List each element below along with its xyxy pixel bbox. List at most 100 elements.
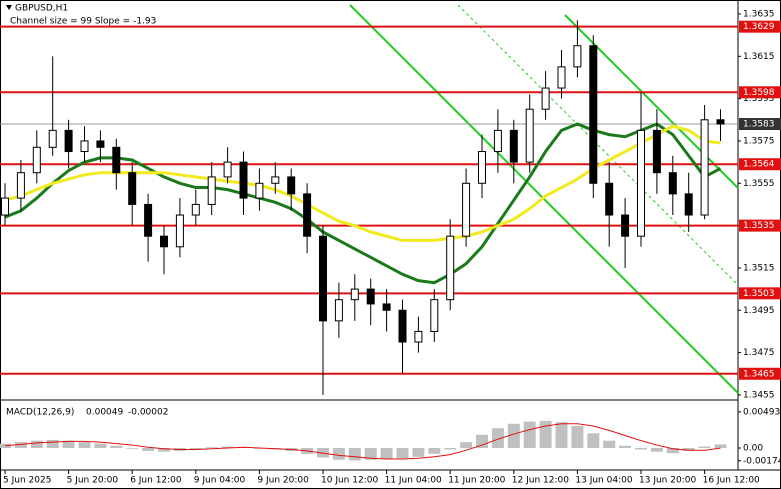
macd-bar: [332, 448, 345, 460]
y-tick-label: 1.3455: [743, 390, 775, 400]
macd-bar: [587, 433, 600, 448]
candle-body: [223, 161, 232, 178]
macd-bar: [555, 422, 568, 448]
y-tick-label: 0.00: [743, 444, 763, 454]
macd-bar: [94, 443, 107, 448]
level-label: 1.3598: [743, 88, 775, 98]
candle-body: [287, 176, 296, 195]
x-tick-label: 6 Jun 12:00: [130, 476, 182, 486]
x-tick-label: 5 Jun 20:00: [67, 476, 119, 486]
candle-body: [493, 129, 502, 153]
last-price-label: 1.3583: [743, 120, 775, 130]
candle-body: [112, 146, 121, 174]
macd-bar: [507, 423, 520, 448]
macd-bar: [428, 448, 441, 454]
candle-body: [557, 66, 566, 89]
candle-body: [64, 129, 73, 153]
candle-body: [605, 182, 614, 216]
x-tick-label: 13 Jun 04:00: [575, 476, 632, 486]
candle-body: [446, 235, 455, 301]
x-tick-label: 11 Jun 04:00: [385, 476, 442, 486]
y-tick-label: 1.3555: [743, 179, 775, 189]
candle-body: [191, 203, 200, 216]
macd-bar: [412, 448, 425, 457]
candle-body: [509, 129, 518, 163]
candle-body: [319, 235, 327, 322]
macd-bar: [460, 442, 473, 448]
x-tick-label: 16 Jun 12:00: [703, 476, 760, 486]
macd-bar: [364, 448, 377, 460]
macd-bar: [523, 421, 536, 448]
candle-body: [160, 235, 168, 248]
macd-bar: [78, 442, 91, 448]
level-tag: [739, 20, 781, 33]
candle-body: [716, 119, 725, 125]
macd-bar: [682, 448, 695, 451]
candle-body: [525, 108, 534, 163]
y-tick-label: 1.3635: [743, 9, 775, 19]
candle-body: [621, 214, 630, 237]
symbol-icon: [6, 5, 12, 10]
x-tick-label: 10 Jun 12:00: [321, 476, 378, 486]
candle-body: [128, 172, 137, 205]
x-tick-label: 13 Jun 20:00: [639, 476, 696, 486]
macd-bar: [142, 448, 155, 451]
candle-body: [414, 330, 423, 343]
candle-body: [589, 45, 598, 184]
level-label: 1.3629: [743, 22, 775, 32]
level-tag: [739, 287, 781, 300]
candle-body: [684, 193, 693, 216]
candle-body: [398, 309, 407, 343]
candle-body: [271, 176, 280, 184]
candle-body: [652, 129, 661, 174]
y-tick-label: 1.3575: [743, 136, 775, 146]
candle-body: [573, 45, 582, 68]
candle-body: [668, 172, 677, 195]
macd-bar: [603, 440, 616, 448]
level-label: 1.3503: [743, 289, 775, 299]
candle-body: [541, 87, 550, 110]
channel-line: [564, 14, 739, 189]
macd-bar: [619, 445, 632, 448]
macd-signal-value: -0.00002: [128, 408, 168, 418]
macd-bar: [126, 448, 139, 449]
macd-bar: [205, 447, 218, 448]
x-tick-label: 5 Jun 2025: [3, 476, 51, 486]
x-tick-label: 9 Jun 20:00: [257, 476, 309, 486]
x-tick-label: 11 Jun 20:00: [448, 476, 505, 486]
y-tick-label: 1.3515: [743, 263, 775, 273]
macd-bar: [539, 420, 552, 448]
candle-body: [255, 182, 264, 199]
macd-value: 0.00049: [86, 408, 123, 418]
macd-title: MACD(12,26,9): [6, 408, 74, 418]
candle-body: [334, 299, 343, 322]
candle-body: [16, 172, 25, 199]
macd-bar: [571, 426, 584, 448]
macd-bar: [476, 434, 488, 448]
candle-body: [303, 193, 312, 237]
candle-body: [350, 288, 359, 301]
x-tick-label: 9 Jun 04:00: [194, 476, 246, 486]
candle-body: [96, 140, 105, 148]
y-tick-label: -0.00174: [743, 456, 781, 466]
level-label: 1.3465: [743, 369, 775, 379]
macd-bar: [14, 442, 27, 448]
macd-bar: [110, 445, 123, 448]
macd-bar: [666, 448, 679, 454]
candle-body: [366, 288, 375, 305]
candle-body: [1, 197, 9, 216]
candle-body: [382, 303, 391, 311]
level-tag: [739, 158, 781, 171]
chart-subtitle: Channel size = 99 Slope = -1.93: [10, 17, 156, 27]
y-tick-label: 0.00493: [743, 407, 780, 417]
macd-bar: [221, 446, 234, 448]
macd-bar: [380, 448, 393, 459]
macd-bar: [348, 448, 361, 461]
candle-body: [48, 129, 57, 148]
macd-bar: [635, 448, 647, 450]
macd-bar: [491, 428, 504, 448]
macd-bar: [46, 439, 59, 448]
y-tick-label: 1.3595: [743, 94, 775, 104]
macd-bar: [698, 446, 711, 448]
